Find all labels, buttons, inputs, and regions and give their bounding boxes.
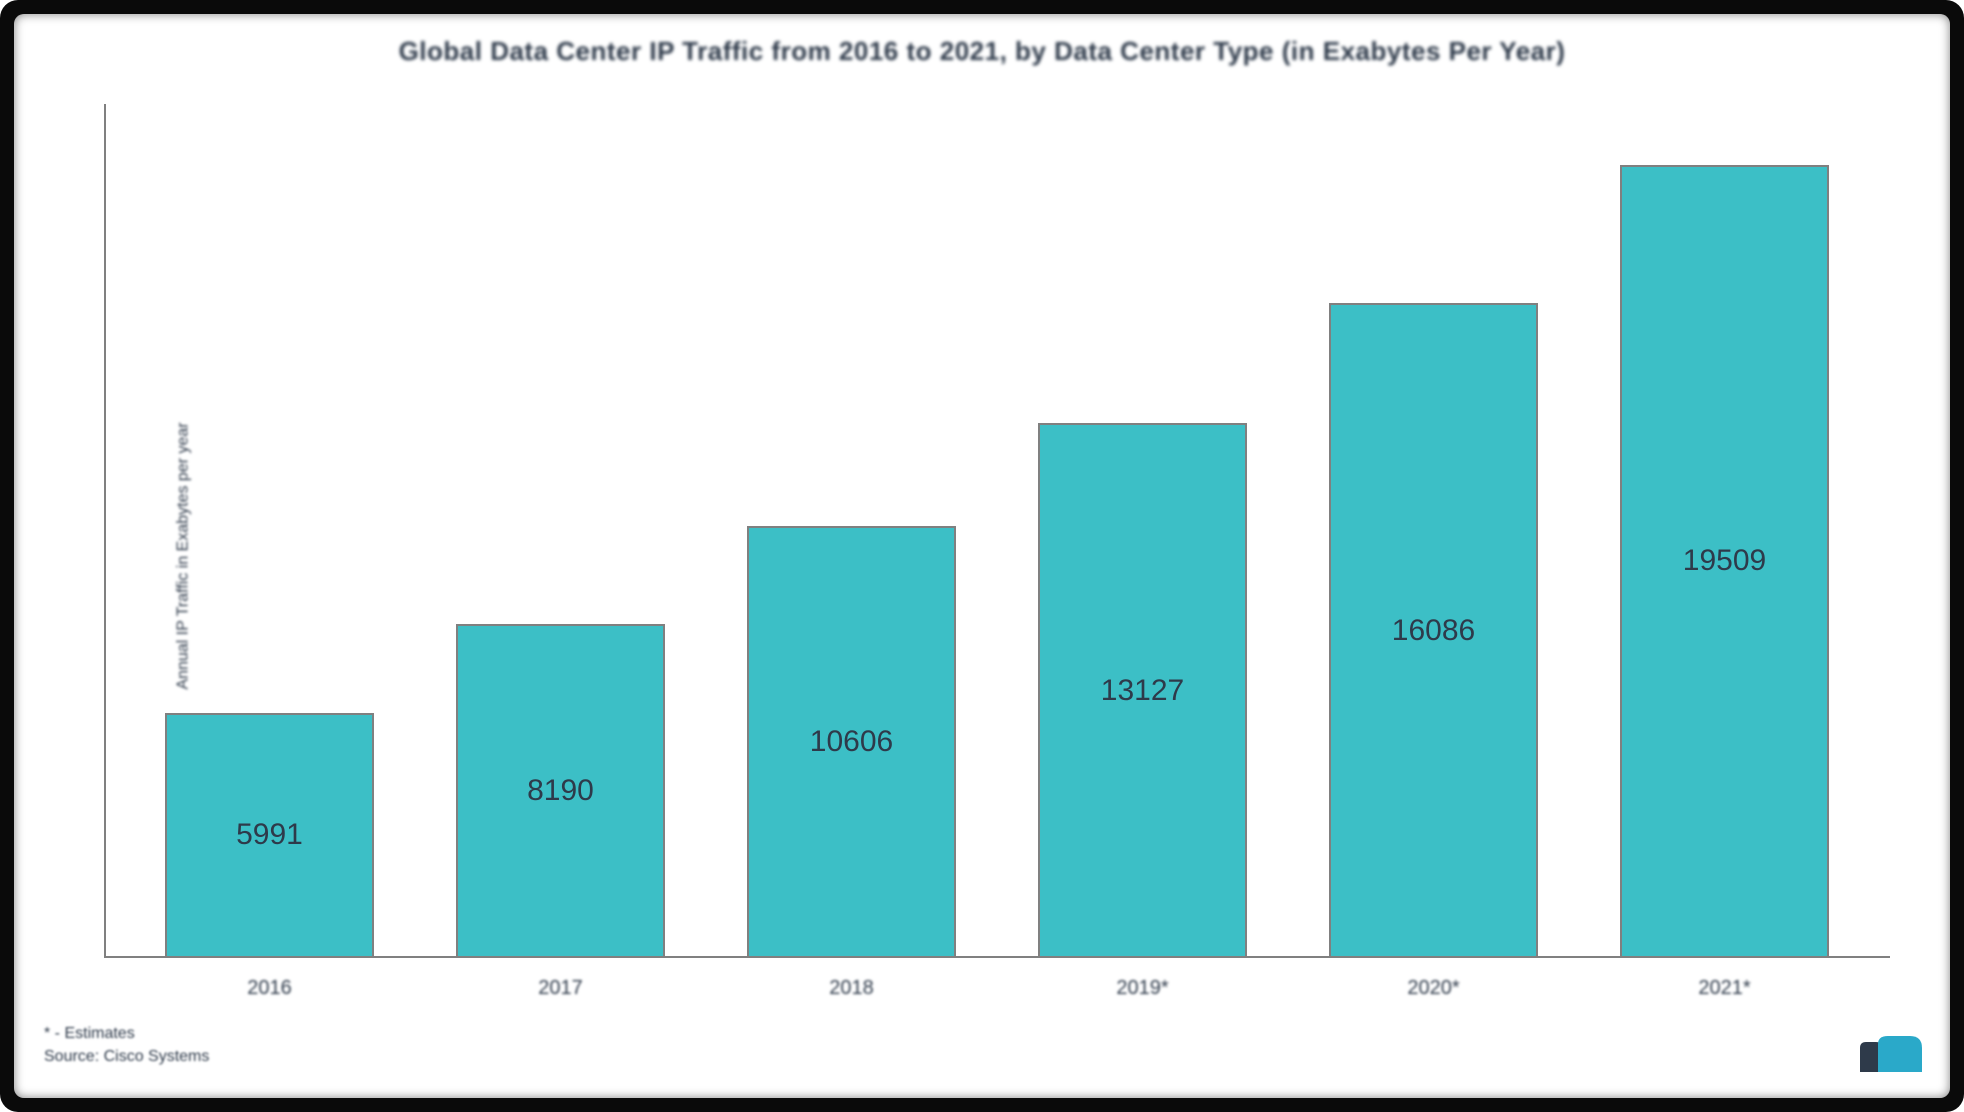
x-tick-label: 2018 bbox=[706, 977, 997, 1000]
x-tick-label: 2019* bbox=[997, 977, 1288, 1000]
bar-slot: 10606 bbox=[706, 104, 997, 956]
bar-slot: 13127 bbox=[997, 104, 1288, 956]
bar-value-label: 10606 bbox=[810, 725, 893, 759]
chart-outer-frame: Global Data Center IP Traffic from 2016 … bbox=[0, 0, 1964, 1112]
bar: 16086 bbox=[1329, 303, 1539, 956]
brand-logo-icon bbox=[1858, 1034, 1924, 1074]
bar-value-label: 16086 bbox=[1392, 614, 1475, 648]
bar: 5991 bbox=[165, 713, 375, 956]
bar: 19509 bbox=[1620, 165, 1830, 957]
x-tick-label: 2016 bbox=[124, 977, 415, 1000]
bars-container: 5991 8190 10606 13127 16086 19509 bbox=[104, 104, 1890, 956]
x-tick-label: 2017 bbox=[415, 977, 706, 1000]
bar-value-label: 8190 bbox=[527, 774, 594, 808]
bar-slot: 8190 bbox=[415, 104, 706, 956]
footnote-line-1: * - Estimates bbox=[44, 1023, 209, 1045]
footnote-line-2: Source: Cisco Systems bbox=[44, 1046, 209, 1068]
x-tick-label: 2021* bbox=[1579, 977, 1870, 1000]
x-tick-label: 2020* bbox=[1288, 977, 1579, 1000]
bar: 8190 bbox=[456, 624, 666, 956]
bar-value-label: 19509 bbox=[1683, 544, 1766, 578]
bar-slot: 5991 bbox=[124, 104, 415, 956]
bar-value-label: 13127 bbox=[1101, 674, 1184, 708]
chart-footnote: * - Estimates Source: Cisco Systems bbox=[44, 1023, 209, 1068]
bar-slot: 19509 bbox=[1579, 104, 1870, 956]
plot-area: 5991 8190 10606 13127 16086 19509 bbox=[104, 104, 1890, 958]
bar: 10606 bbox=[747, 526, 957, 956]
bar-slot: 16086 bbox=[1288, 104, 1579, 956]
bar-value-label: 5991 bbox=[236, 818, 303, 852]
x-axis-line bbox=[104, 956, 1890, 958]
x-axis-labels: 2016201720182019*2020*2021* bbox=[104, 977, 1890, 1000]
chart-canvas: Global Data Center IP Traffic from 2016 … bbox=[14, 14, 1950, 1098]
chart-title: Global Data Center IP Traffic from 2016 … bbox=[14, 36, 1950, 67]
bar: 13127 bbox=[1038, 423, 1248, 956]
